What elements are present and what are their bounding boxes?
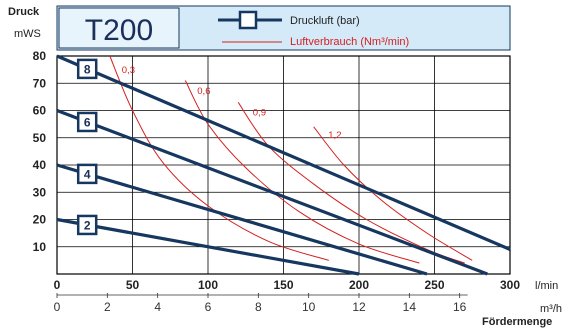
air-curve bbox=[313, 126, 473, 261]
x-tick-label: 250 bbox=[424, 278, 444, 292]
y-tick-label: 70 bbox=[33, 76, 47, 90]
x-tick-labels-secondary: 0 2 4 6 8 10 12 14 16 bbox=[54, 293, 468, 314]
air-curve bbox=[109, 55, 329, 261]
x-tick-label: 150 bbox=[273, 278, 293, 292]
pressure-line bbox=[56, 217, 360, 276]
pressure-marker bbox=[76, 58, 98, 80]
y-tick-label: 50 bbox=[33, 131, 47, 145]
y-tick-label: 30 bbox=[33, 185, 47, 199]
x-tick-label: 0 bbox=[54, 278, 61, 292]
pressure-marker-label: 4 bbox=[84, 167, 91, 181]
legend-pressure-label: Druckluft (bar) bbox=[290, 15, 360, 27]
pressure-marker bbox=[76, 163, 98, 185]
air-curve-label: 1,2 bbox=[328, 130, 341, 141]
pressure-line bbox=[56, 163, 428, 276]
x-tick-label-secondary: 16 bbox=[453, 300, 467, 314]
x-axis-title: Fördermenge bbox=[482, 316, 552, 328]
air-consumption-curves bbox=[109, 55, 473, 264]
x-tick-label: 50 bbox=[126, 278, 140, 292]
pressure-marker bbox=[76, 111, 98, 133]
x-tick-label-secondary: 6 bbox=[205, 300, 212, 314]
x-unit-primary: l/min bbox=[535, 280, 558, 292]
pressure-marker-label: 8 bbox=[84, 62, 91, 76]
air-curve-label: 0,9 bbox=[253, 108, 266, 119]
x-tick-label-secondary: 10 bbox=[302, 300, 316, 314]
x-tick-label-secondary: 2 bbox=[104, 300, 111, 314]
pressure-lines bbox=[56, 54, 511, 276]
pressure-markers: 8 6 4 2 bbox=[76, 58, 98, 236]
y-axis-unit: mWS bbox=[14, 28, 41, 40]
legend-air-label: Luftverbrauch (Nm³/min) bbox=[290, 36, 409, 48]
x-tick-label: 300 bbox=[500, 278, 520, 292]
y-tick-label: 60 bbox=[33, 104, 47, 118]
pressure-line bbox=[56, 54, 511, 251]
x-tick-label: 100 bbox=[198, 278, 218, 292]
y-tick-label: 40 bbox=[33, 158, 47, 172]
x-tick-labels: 0 50 100 150 200 250 300 bbox=[54, 278, 521, 292]
legend: Druckluft (bar) Luftverbrauch (Nm³/min) bbox=[218, 10, 409, 48]
air-curve-label: 0,6 bbox=[197, 86, 210, 97]
pressure-marker-label: 2 bbox=[84, 218, 91, 232]
x-tick-label: 200 bbox=[349, 278, 369, 292]
x-tick-label-secondary: 0 bbox=[54, 300, 61, 314]
air-consumption-labels: 0,3 0,6 0,9 1,2 bbox=[122, 65, 342, 141]
pressure-marker-label: 6 bbox=[84, 115, 91, 129]
x-unit-secondary: m³/h bbox=[540, 303, 562, 315]
pressure-line bbox=[56, 109, 488, 276]
x-tick-label-secondary: 12 bbox=[352, 300, 366, 314]
x-tick-label-secondary: 8 bbox=[255, 300, 262, 314]
legend-pressure-marker bbox=[238, 10, 258, 30]
x-tick-label-secondary: 4 bbox=[154, 300, 161, 314]
air-curve-label: 0,3 bbox=[122, 65, 135, 76]
y-tick-labels: 10 20 30 40 50 60 70 80 bbox=[33, 49, 47, 254]
y-axis-title: Druck bbox=[8, 6, 40, 18]
pressure-marker bbox=[76, 214, 98, 236]
y-tick-label: 10 bbox=[33, 240, 47, 254]
y-tick-label: 80 bbox=[33, 49, 47, 63]
plot-grid bbox=[56, 55, 511, 275]
model-title: T200 bbox=[85, 14, 153, 47]
model-box bbox=[58, 7, 180, 49]
x-tick-label-secondary: 14 bbox=[403, 300, 417, 314]
y-tick-label: 20 bbox=[33, 213, 47, 227]
